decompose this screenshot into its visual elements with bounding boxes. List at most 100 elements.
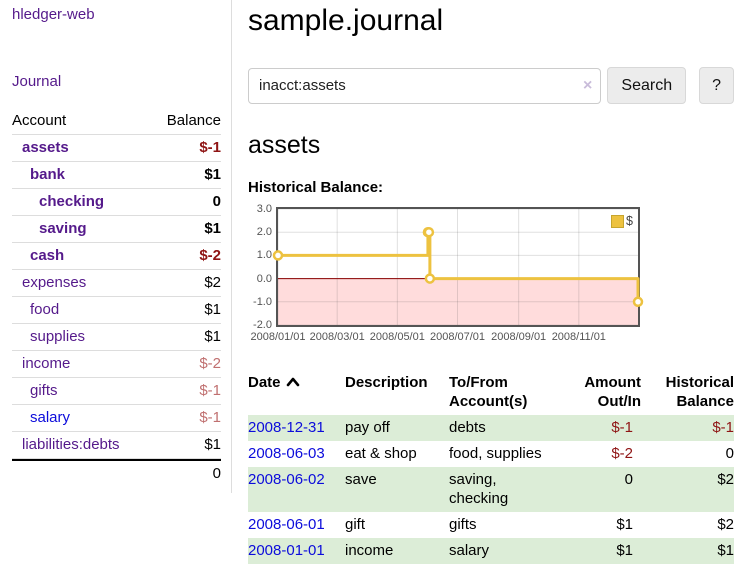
- account-name-cell: checking: [12, 189, 151, 216]
- help-button[interactable]: ?: [699, 67, 734, 104]
- transaction-description: gift: [345, 516, 366, 533]
- balance-column-header: Balance: [150, 108, 221, 135]
- account-name-cell: assets: [12, 135, 151, 162]
- account-balance: $1: [150, 162, 221, 189]
- transaction-balance: 0: [725, 445, 734, 462]
- transaction-date-cell: 2008-06-03: [248, 441, 345, 467]
- account-row: expenses $2: [12, 270, 221, 297]
- chart-plot-area: $: [272, 207, 644, 327]
- main-content: sample.journal × Search ? assets Histori…: [248, 0, 734, 564]
- transaction-amount: $-2: [611, 445, 633, 462]
- account-balance: $-2: [150, 351, 221, 378]
- accounts-total-row: 0: [12, 459, 221, 487]
- transaction-accounts: debts: [449, 419, 486, 436]
- transaction-row: 2008-06-03 eat & shop food, supplies $-2 0: [248, 441, 734, 467]
- account-link[interactable]: expenses: [22, 274, 87, 291]
- transaction-balance: $2: [717, 516, 734, 533]
- x-axis-tick-label: 2008/11/01: [551, 331, 606, 343]
- app-title-link[interactable]: hledger-web: [12, 6, 95, 23]
- transaction-amount: $-1: [611, 419, 633, 436]
- account-row: saving $1: [12, 216, 221, 243]
- account-balance: $-1: [150, 378, 221, 405]
- account-link[interactable]: income: [22, 355, 71, 372]
- account-balance: 0: [150, 189, 221, 216]
- accounts-table-header: Account Balance: [12, 108, 221, 135]
- x-axis-tick-label: 2008/03/01: [309, 331, 365, 343]
- account-name-cell: income: [12, 351, 151, 378]
- account-column-header: Account: [12, 108, 151, 135]
- transaction-date-link[interactable]: 2008-06-03: [248, 445, 325, 462]
- page: hledger-web Journal Account Balance asse…: [12, 0, 734, 564]
- amount-column-header: Amount Out/In: [584, 374, 641, 410]
- transaction-balance: $-1: [712, 419, 734, 436]
- account-balance: $1: [150, 216, 221, 243]
- x-axis-tick-label: 2008/09/01: [491, 331, 547, 343]
- register-table: Date Description To/From Account(s) Amou…: [248, 371, 734, 564]
- transaction-description: income: [345, 542, 394, 559]
- search-input[interactable]: [248, 67, 602, 104]
- y-axis-tick-label: -2.0: [253, 319, 272, 331]
- account-row: bank $1: [12, 162, 221, 189]
- transaction-row: 2008-01-01 income salary $1 $1: [248, 538, 734, 564]
- transaction-amount: $1: [616, 542, 633, 559]
- transaction-date-link[interactable]: 2008-01-01: [248, 542, 325, 559]
- transaction-accounts: saving, checking: [449, 471, 509, 507]
- search-bar: × Search ?: [248, 67, 734, 104]
- sort-ascending-icon: [286, 377, 299, 387]
- legend-swatch-icon: [611, 214, 625, 228]
- transaction-date-cell: 2008-12-31: [248, 415, 345, 441]
- account-row: food $1: [12, 297, 221, 324]
- y-axis-tick-label: -1.0: [253, 295, 272, 308]
- transaction-description: pay off: [345, 419, 390, 436]
- accounts-table: Account Balance assets $-1 bank $1 checking 0…: [12, 108, 221, 487]
- account-name-cell: cash: [12, 243, 151, 270]
- chart-series: [272, 208, 644, 326]
- account-link[interactable]: assets: [22, 139, 69, 156]
- page-title: sample.journal: [248, 4, 444, 37]
- search-button[interactable]: Search: [607, 67, 687, 104]
- y-axis-tick-label: 1.0: [256, 249, 272, 262]
- account-row: supplies $1: [12, 324, 221, 351]
- account-balance: $1: [150, 432, 221, 459]
- account-link[interactable]: gifts: [30, 382, 58, 399]
- clear-search-icon[interactable]: ×: [583, 76, 593, 94]
- transaction-amount: 0: [624, 471, 633, 488]
- account-name-cell: expenses: [12, 270, 151, 297]
- transaction-date-cell: 2008-06-02: [248, 467, 345, 512]
- account-link[interactable]: checking: [39, 193, 105, 210]
- account-row: liabilities:debts $1: [12, 432, 221, 459]
- account-row: cash $-2: [12, 243, 221, 270]
- historical-balance-chart: $ 3.0 2.0 1.0 0.0 -1.0 -2.0 2008/01/01 2008/03/…: [248, 203, 734, 347]
- chart-legend: $: [610, 213, 634, 229]
- account-name-cell: bank: [12, 162, 151, 189]
- account-name-cell: supplies: [12, 324, 151, 351]
- account-link[interactable]: saving: [39, 220, 87, 237]
- account-column-header: To/From Account(s): [449, 374, 528, 410]
- account-link[interactable]: salary: [30, 409, 71, 426]
- transaction-row: 2008-06-02 save saving, checking 0 $2: [248, 467, 734, 512]
- total-spacer: [12, 459, 151, 487]
- account-link[interactable]: liabilities:debts: [22, 436, 120, 453]
- account-link[interactable]: supplies: [30, 328, 86, 345]
- x-axis-tick-label: 2008/05/01: [369, 331, 425, 343]
- transaction-date-cell: 2008-06-01: [248, 512, 345, 538]
- x-axis-tick-label: 2008/07/01: [429, 331, 486, 343]
- account-name-cell: gifts: [12, 378, 151, 405]
- account-name-cell: liabilities:debts: [12, 432, 151, 459]
- account-name-cell: food: [12, 297, 151, 324]
- transaction-accounts: food, supplies: [449, 445, 542, 462]
- account-link[interactable]: food: [30, 301, 60, 318]
- transaction-date-link[interactable]: 2008-06-02: [248, 471, 325, 488]
- account-balance: $2: [150, 270, 221, 297]
- sidebar-item-journal[interactable]: Journal: [12, 73, 62, 90]
- account-link[interactable]: cash: [30, 247, 65, 264]
- transaction-row: 2008-06-01 gift gifts $1 $2: [248, 512, 734, 538]
- account-name-cell: salary: [12, 405, 151, 432]
- account-link[interactable]: bank: [30, 166, 66, 183]
- transaction-date-link[interactable]: 2008-12-31: [248, 419, 325, 436]
- transaction-row: 2008-12-31 pay off debts $-1 $-1: [248, 415, 734, 441]
- transaction-date-link[interactable]: 2008-06-01: [248, 516, 325, 533]
- date-column-header[interactable]: Date: [248, 371, 345, 415]
- transaction-balance: $2: [717, 471, 734, 488]
- account-balance: $1: [150, 324, 221, 351]
